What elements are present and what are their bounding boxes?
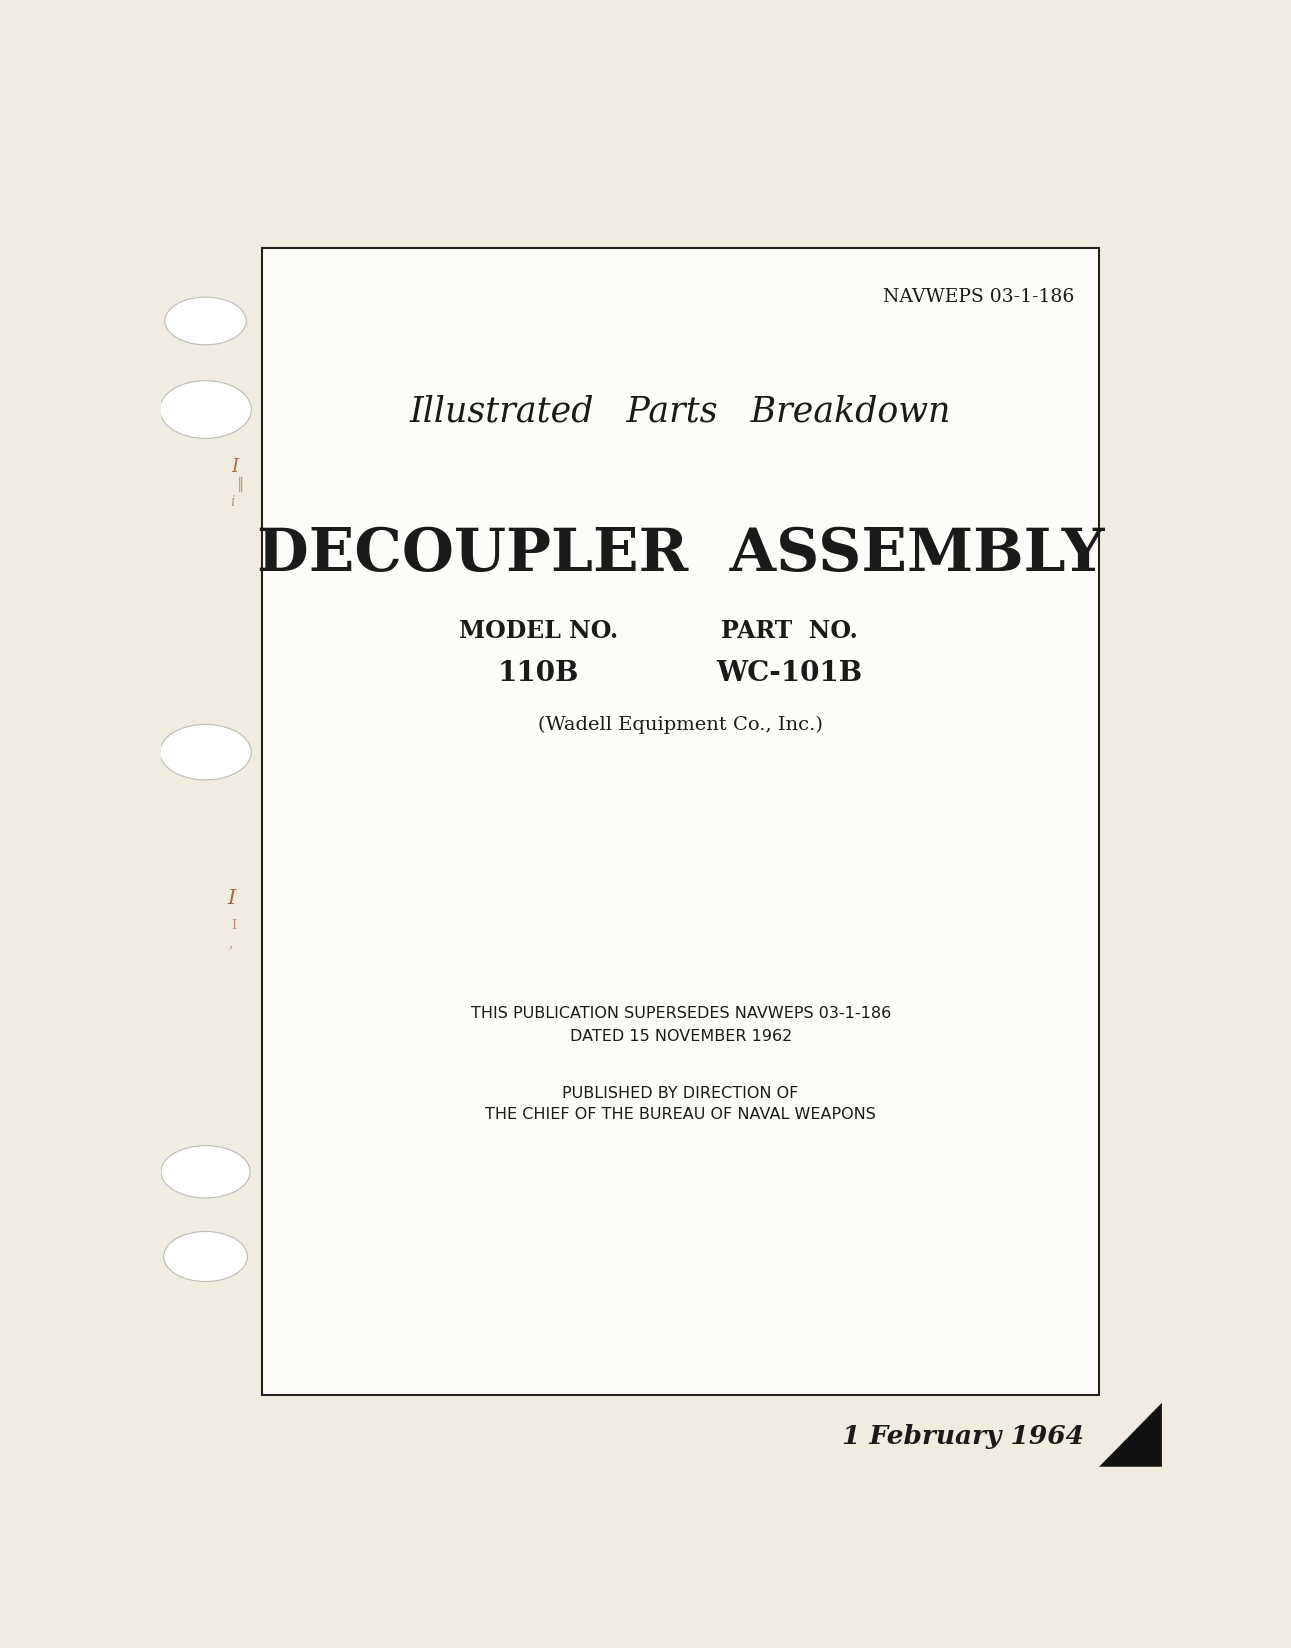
Text: Illustrated   Parts   Breakdown: Illustrated Parts Breakdown bbox=[411, 394, 951, 428]
Text: WC-101B: WC-101B bbox=[717, 659, 862, 687]
Text: PART  NO.: PART NO. bbox=[722, 620, 857, 643]
Ellipse shape bbox=[161, 1145, 250, 1198]
Text: (Wadell Equipment Co., Inc.): (Wadell Equipment Co., Inc.) bbox=[538, 715, 824, 735]
Polygon shape bbox=[1099, 1402, 1162, 1467]
Text: DATED 15 NOVEMBER 1962: DATED 15 NOVEMBER 1962 bbox=[569, 1030, 791, 1045]
Text: MODEL NO.: MODEL NO. bbox=[458, 620, 618, 643]
Text: NAVWEPS 03-1-186: NAVWEPS 03-1-186 bbox=[883, 288, 1074, 307]
Bar bbox=[262, 247, 1099, 1396]
Text: PUBLISHED BY DIRECTION OF: PUBLISHED BY DIRECTION OF bbox=[563, 1086, 799, 1101]
Ellipse shape bbox=[165, 297, 247, 344]
Text: I: I bbox=[231, 458, 239, 476]
Text: 110B: 110B bbox=[497, 659, 580, 687]
Ellipse shape bbox=[160, 381, 252, 438]
Text: i: i bbox=[230, 494, 235, 509]
Text: I: I bbox=[231, 920, 236, 931]
Text: DECOUPLER  ASSEMBLY: DECOUPLER ASSEMBLY bbox=[257, 526, 1104, 583]
Text: 1 February 1964: 1 February 1964 bbox=[842, 1424, 1083, 1449]
Text: ║: ║ bbox=[236, 476, 244, 491]
Ellipse shape bbox=[164, 1231, 248, 1282]
Text: ,: , bbox=[229, 936, 234, 951]
Text: THE CHIEF OF THE BUREAU OF NAVAL WEAPONS: THE CHIEF OF THE BUREAU OF NAVAL WEAPONS bbox=[485, 1107, 877, 1122]
Text: I: I bbox=[227, 888, 235, 908]
Ellipse shape bbox=[160, 725, 252, 780]
Text: THIS PUBLICATION SUPERSEDES NAVWEPS 03-1-186: THIS PUBLICATION SUPERSEDES NAVWEPS 03-1… bbox=[470, 1007, 891, 1022]
